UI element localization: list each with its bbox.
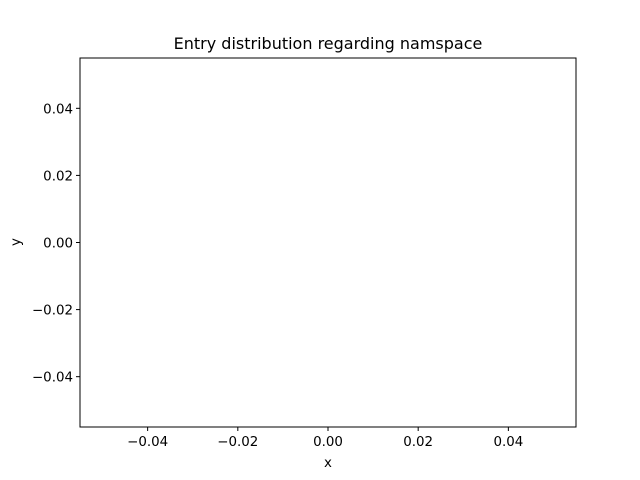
y-tick-label: −0.04 xyxy=(32,371,73,386)
x-axis-label: x xyxy=(324,456,332,471)
x-tick-label: −0.04 xyxy=(127,435,168,450)
x-tick-label: 0.02 xyxy=(403,435,433,450)
x-tick-label: −0.02 xyxy=(217,435,258,450)
y-axis-label: y xyxy=(9,238,24,246)
chart-title: Entry distribution regarding namspace xyxy=(174,34,483,53)
y-tick-label: 0.00 xyxy=(43,237,73,252)
x-tick-label: 0.04 xyxy=(493,435,523,450)
y-axis: −0.04 −0.02 0.00 0.02 0.04 xyxy=(32,102,80,386)
y-tick-label: −0.02 xyxy=(32,304,73,319)
y-tick-label: 0.04 xyxy=(43,102,73,117)
y-tick-label: 0.02 xyxy=(43,169,73,184)
x-axis: −0.04 −0.02 0.00 0.02 0.04 xyxy=(127,427,523,450)
x-tick-label: 0.00 xyxy=(313,435,343,450)
